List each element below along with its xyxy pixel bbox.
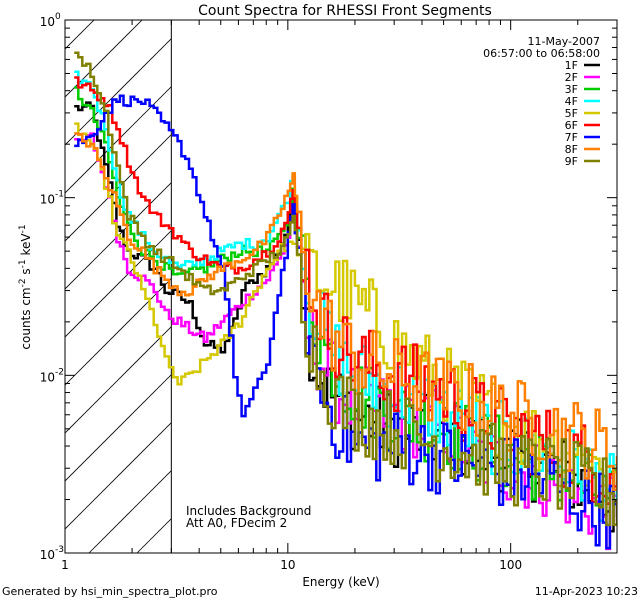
- hatch-line: [0, 0, 113, 553]
- legend-label-3F: 3F: [565, 83, 578, 96]
- series-line-9F: [74, 51, 617, 527]
- y-axis-label: counts cm-2 s-1 keV-1: [18, 224, 33, 349]
- legend-label-8F: 8F: [565, 143, 578, 156]
- chart-title: Count Spectra for RHESSI Front Segments: [198, 3, 492, 19]
- hatch-line: [616, 552, 617, 553]
- legend-label-9F: 9F: [565, 155, 578, 168]
- legend-label-1F: 1F: [565, 59, 578, 72]
- svg-text:10: 10: [40, 370, 55, 384]
- x-tick-label: 100: [499, 558, 522, 572]
- annotation-background: Includes Background: [186, 504, 311, 518]
- time-range-label: 06:57:00 to 06:58:00: [483, 47, 600, 60]
- date-label: 11-May-2007: [528, 35, 600, 48]
- legend-label-2F: 2F: [565, 71, 578, 84]
- svg-text:10: 10: [40, 548, 55, 562]
- x-tick-label: 1: [61, 558, 69, 572]
- series-layer: [74, 51, 617, 551]
- legend-label-7F: 7F: [565, 131, 578, 144]
- legend-label-6F: 6F: [565, 119, 578, 132]
- legend-label-5F: 5F: [565, 107, 578, 120]
- series-line-8F: [74, 132, 617, 492]
- x-tick-label: 10: [280, 558, 295, 572]
- series-line-6F: [74, 76, 617, 506]
- svg-text:-2: -2: [55, 367, 64, 377]
- series-line-7F: [74, 94, 617, 550]
- series-line-2F: [74, 132, 617, 551]
- y-tick-label: 10 -2: [40, 367, 64, 384]
- legend-label-4F: 4F: [565, 95, 578, 108]
- svg-text:10: 10: [40, 193, 55, 207]
- hatch-line: [65, 20, 143, 98]
- footer-generator: Generated by hsi_min_spectra_plot.pro: [2, 585, 218, 598]
- hatch-line: [65, 20, 191, 146]
- footer-timestamp: 11-Apr-2023 10:23: [535, 585, 638, 598]
- svg-text:10: 10: [40, 15, 55, 29]
- y-tick-label: 10 -3: [40, 545, 64, 562]
- annotation-attenuator: Att A0, FDecim 2: [186, 516, 287, 530]
- svg-text:-1: -1: [55, 190, 64, 200]
- y-tick-label: 10 -1: [40, 190, 64, 207]
- svg-text:-3: -3: [55, 545, 64, 555]
- x-axis-label: Energy (keV): [302, 575, 379, 589]
- y-tick-label: 10 0: [40, 12, 61, 29]
- plot-frame: [64, 19, 618, 554]
- svg-text:0: 0: [55, 12, 61, 22]
- axis-ticks: [64, 20, 618, 554]
